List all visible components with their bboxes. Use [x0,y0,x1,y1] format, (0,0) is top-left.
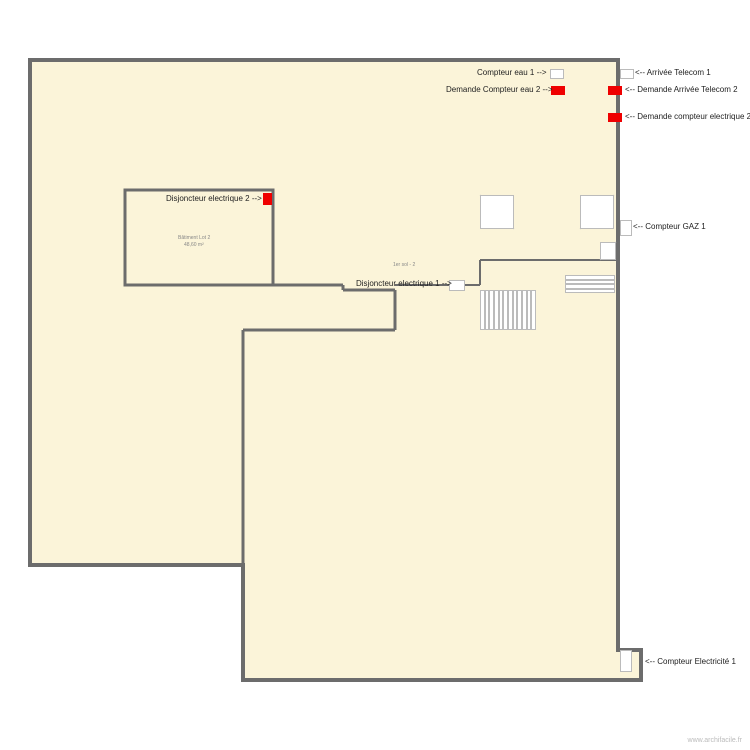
label-compteur-eau-1: Compteur eau 1 --> [477,68,547,77]
stairs [480,290,536,330]
label-room-small-area: 48,60 m² [184,242,204,248]
compteur-electricite-1-marker [620,650,632,672]
compteur-eau-1-marker [550,69,564,79]
door [580,195,614,229]
label-demande-compteur-electrique-2: <-- Demande compteur electrique 2 [625,112,750,121]
label-disjoncteur-electrique-2: Disjoncteur electrique 2 --> [166,194,262,203]
demande-compteur-eau-2-marker [551,86,565,95]
door [480,195,514,229]
floorplan-canvas: Compteur eau 1 --> <-- Arrivée Telecom 1… [0,0,750,750]
stairs [565,275,615,293]
label-demande-compteur-eau-2: Demande Compteur eau 2 --> [446,85,553,94]
label-arrivee-telecom-1: <-- Arrivée Telecom 1 [635,68,711,77]
demande-compteur-electrique-2-marker [608,113,622,122]
label-room-main-name: 1er sol - 2 [393,262,415,268]
footer-credit: www.archifacile.fr [688,737,742,744]
compteur-gaz-1-marker [620,220,632,236]
label-compteur-electricite-1: <-- Compteur Electricité 1 [645,657,736,666]
label-room-small-name: Bâtiment Lot 2 [178,235,210,241]
arrivee-telecom-1-marker [620,69,634,79]
door [600,242,616,260]
demande-arrivee-telecom-2-marker [608,86,622,95]
label-disjoncteur-electrique-1: Disjoncteur electrique 1 --> [356,279,452,288]
building-outline [30,60,641,680]
disjoncteur-electrique-2-marker [263,193,272,205]
label-demande-arrivee-telecom-2: <-- Demande Arrivée Telecom 2 [625,85,738,94]
label-compteur-gaz-1: <-- Compteur GAZ 1 [633,222,706,231]
